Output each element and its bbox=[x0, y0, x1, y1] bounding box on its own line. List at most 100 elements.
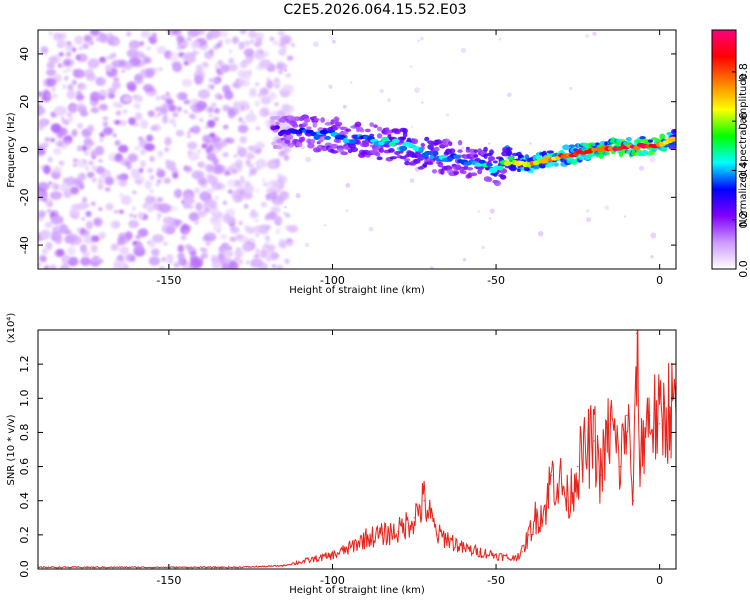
noise-blob bbox=[205, 241, 211, 246]
noise-blob bbox=[137, 228, 149, 238]
noise-blob bbox=[286, 105, 295, 113]
noise-blob bbox=[134, 145, 141, 151]
ridge-core bbox=[478, 159, 486, 164]
noise-blob bbox=[46, 94, 50, 98]
noise-blob bbox=[250, 39, 254, 44]
ridge-halo bbox=[379, 147, 384, 153]
ridge-halo bbox=[376, 156, 383, 161]
noise-blob bbox=[187, 30, 200, 38]
noise-blob bbox=[284, 224, 292, 232]
snr-data-point bbox=[626, 414, 628, 416]
noise-blob bbox=[198, 161, 206, 169]
noise-blob bbox=[235, 159, 244, 168]
noise-blob bbox=[76, 145, 83, 152]
noise-blob bbox=[87, 124, 95, 133]
noise-blob bbox=[206, 152, 217, 162]
noise-blob bbox=[197, 149, 201, 153]
ridge-halo bbox=[307, 142, 315, 149]
noise-blob bbox=[48, 201, 53, 207]
ridge-halo bbox=[295, 141, 303, 148]
noise-blob bbox=[74, 35, 84, 45]
noise-blob bbox=[277, 175, 288, 184]
noise-blob bbox=[161, 257, 166, 262]
noise-blob bbox=[91, 177, 97, 183]
noise-blob bbox=[145, 68, 155, 78]
spectrogram-x-ticks: -150 -100 -50 0 bbox=[156, 30, 663, 287]
noise-blob bbox=[228, 246, 232, 250]
noise-blob bbox=[65, 43, 74, 52]
spectrogram-marks bbox=[38, 30, 676, 269]
noise-blob bbox=[214, 195, 219, 201]
noise-blob bbox=[191, 40, 201, 49]
noise-blob bbox=[78, 46, 83, 50]
noise-blob bbox=[41, 191, 48, 198]
noise-blob bbox=[113, 76, 120, 82]
sparse-blob bbox=[332, 39, 336, 44]
snr-data-point bbox=[632, 500, 635, 502]
noise-blob bbox=[281, 123, 285, 128]
snr-data-point bbox=[423, 500, 425, 502]
colorbar-ticks: 0.0 0.2 0.4 0.6 0.8 bbox=[732, 63, 750, 278]
sparse-blob bbox=[420, 36, 424, 41]
noise-blob bbox=[194, 220, 199, 225]
sparse-blob bbox=[414, 87, 420, 93]
noise-blob bbox=[62, 136, 68, 144]
snr-data-point bbox=[610, 423, 612, 425]
spectrogram-y-tick-label: 0 bbox=[18, 146, 31, 153]
noise-blob bbox=[104, 187, 111, 192]
noise-blob bbox=[122, 174, 128, 180]
colorbar-tick-label: 0.8 bbox=[737, 63, 750, 81]
noise-blob bbox=[265, 235, 270, 241]
noise-blob bbox=[224, 90, 234, 100]
ridge-halo bbox=[374, 152, 381, 157]
noise-blob bbox=[237, 147, 248, 158]
noise-blob bbox=[166, 30, 179, 36]
ridge-halo bbox=[473, 149, 479, 154]
noise-blob bbox=[137, 212, 145, 220]
ridge-halo bbox=[369, 133, 375, 137]
noise-blob bbox=[86, 171, 95, 178]
noise-blob bbox=[212, 212, 215, 216]
ridge-halo bbox=[466, 167, 474, 171]
sparse-blob bbox=[305, 156, 312, 163]
spectrogram-y-ticks: -40 -20 0 20 40 bbox=[18, 47, 676, 254]
noise-blob bbox=[144, 143, 156, 152]
sparse-blob bbox=[489, 208, 495, 214]
noise-blob bbox=[67, 233, 78, 243]
noise-blob bbox=[150, 125, 158, 131]
noise-blob bbox=[189, 128, 195, 133]
noise-blob bbox=[158, 203, 172, 214]
noise-blob bbox=[269, 36, 275, 41]
ridge-halo bbox=[424, 136, 430, 142]
noise-blob bbox=[265, 254, 273, 262]
noise-blob bbox=[159, 266, 165, 269]
noise-blob bbox=[207, 119, 216, 128]
noise-blob bbox=[58, 160, 65, 166]
colorbar-gradient bbox=[712, 30, 736, 269]
noise-blob bbox=[201, 143, 209, 149]
noise-blob bbox=[183, 109, 188, 114]
noise-blob bbox=[159, 107, 169, 115]
snr-panel: -150 -100 -50 0 0.0 0.2 0.4 0.6 0.8 1.0 1.2 Heigh… bbox=[6, 313, 677, 596]
noise-blob bbox=[176, 41, 181, 45]
ridge-halo bbox=[411, 138, 418, 145]
noise-blob bbox=[113, 133, 117, 137]
noise-blob bbox=[224, 38, 231, 45]
noise-blob bbox=[84, 68, 95, 78]
snr-data-point bbox=[495, 554, 497, 556]
sparse-blob bbox=[368, 226, 374, 232]
noise-blob bbox=[236, 186, 248, 196]
ridge-halo bbox=[439, 144, 446, 149]
noise-blob bbox=[244, 105, 250, 110]
noise-blob bbox=[149, 155, 155, 163]
ridge-halo bbox=[335, 139, 342, 143]
ridge-core bbox=[313, 134, 321, 140]
noise-blob bbox=[271, 264, 277, 268]
noise-blob bbox=[214, 142, 219, 148]
noise-blob bbox=[72, 210, 80, 217]
sparse-blob bbox=[507, 92, 512, 98]
noise-blob bbox=[267, 244, 276, 251]
noise-blob bbox=[173, 123, 177, 128]
noise-blob bbox=[149, 174, 155, 181]
noise-blob bbox=[140, 148, 146, 155]
